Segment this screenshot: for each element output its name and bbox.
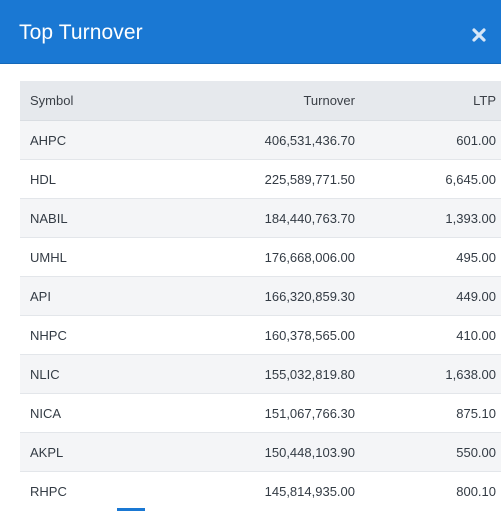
close-icon [472, 28, 486, 42]
turnover-table: Symbol Turnover LTP AHPC 406,531,436.70 … [20, 81, 501, 510]
turnover-cell: 166,320,859.30 [180, 276, 355, 316]
column-header-symbol[interactable]: Symbol [20, 81, 180, 121]
turnover-cell: 176,668,006.00 [180, 237, 355, 277]
table-row[interactable]: NHPC 160,378,565.00 410.00 [20, 315, 501, 355]
turnover-cell: 151,067,766.30 [180, 393, 355, 433]
table-row[interactable]: RHPC 145,814,935.00 800.10 [20, 471, 501, 510]
ltp-cell: 1,638.00 [355, 354, 501, 394]
symbol-cell: NICA [20, 393, 180, 433]
table-row[interactable]: AHPC 406,531,436.70 601.00 [20, 120, 501, 160]
table-header-row: Symbol Turnover LTP [20, 81, 501, 121]
ltp-cell: 6,645.00 [355, 159, 501, 199]
table-row[interactable]: NICA 151,067,766.30 875.10 [20, 393, 501, 433]
table-row[interactable]: API 166,320,859.30 449.00 [20, 276, 501, 316]
close-button[interactable] [466, 22, 492, 48]
symbol-cell: API [20, 276, 180, 316]
turnover-cell: 225,589,771.50 [180, 159, 355, 199]
column-header-ltp[interactable]: LTP [355, 81, 501, 121]
table-row[interactable]: AKPL 150,448,103.90 550.00 [20, 432, 501, 472]
turnover-cell: 145,814,935.00 [180, 471, 355, 510]
turnover-table-container: Symbol Turnover LTP AHPC 406,531,436.70 … [20, 81, 501, 510]
symbol-cell: NHPC [20, 315, 180, 355]
symbol-cell: NLIC [20, 354, 180, 394]
modal-header: Top Turnover [0, 0, 501, 64]
modal-title: Top Turnover [19, 21, 143, 44]
column-header-turnover[interactable]: Turnover [180, 81, 355, 121]
ltp-cell: 875.10 [355, 393, 501, 433]
table-row[interactable]: NABIL 184,440,763.70 1,393.00 [20, 198, 501, 238]
symbol-cell: NABIL [20, 198, 180, 238]
table-row[interactable]: NLIC 155,032,819.80 1,638.00 [20, 354, 501, 394]
symbol-cell: HDL [20, 159, 180, 199]
turnover-cell: 155,032,819.80 [180, 354, 355, 394]
ltp-cell: 550.00 [355, 432, 501, 472]
scroll-indicator [117, 508, 145, 511]
turnover-cell: 150,448,103.90 [180, 432, 355, 472]
ltp-cell: 410.00 [355, 315, 501, 355]
ltp-cell: 1,393.00 [355, 198, 501, 238]
ltp-cell: 449.00 [355, 276, 501, 316]
turnover-cell: 406,531,436.70 [180, 120, 355, 160]
ltp-cell: 601.00 [355, 120, 501, 160]
symbol-cell: AHPC [20, 120, 180, 160]
turnover-cell: 184,440,763.70 [180, 198, 355, 238]
symbol-cell: UMHL [20, 237, 180, 277]
symbol-cell: RHPC [20, 471, 180, 510]
table-row[interactable]: UMHL 176,668,006.00 495.00 [20, 237, 501, 277]
turnover-cell: 160,378,565.00 [180, 315, 355, 355]
ltp-cell: 800.10 [355, 471, 501, 510]
table-row[interactable]: HDL 225,589,771.50 6,645.00 [20, 159, 501, 199]
symbol-cell: AKPL [20, 432, 180, 472]
ltp-cell: 495.00 [355, 237, 501, 277]
